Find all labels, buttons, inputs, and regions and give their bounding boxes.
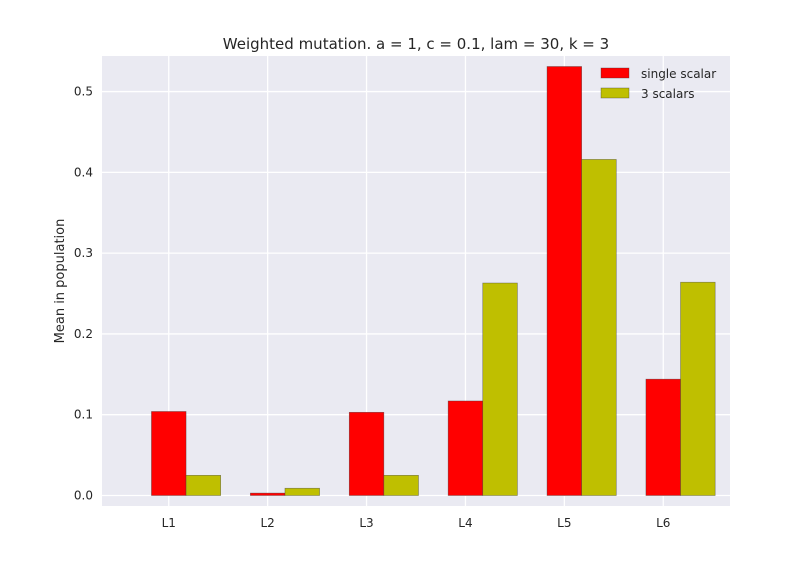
- plot-background: [102, 56, 730, 506]
- y-tick-labels: 0.0 0.1 0.2 0.3 0.4 0.5: [74, 85, 93, 503]
- legend-label-single-scalar: single scalar: [641, 67, 716, 81]
- x-tick-label-L1: L1: [162, 516, 176, 530]
- bar-3-scalars-L5: [581, 159, 617, 496]
- bar-single-scalar-L3: [348, 411, 385, 496]
- bar-3-scalars-L3: [383, 474, 419, 496]
- legend-swatch-single-scalar: [600, 67, 630, 79]
- legend: single scalar 3 scalars: [600, 67, 716, 101]
- x-tick-label-L2: L2: [260, 516, 274, 530]
- bar-3-scalars-L2: [284, 487, 320, 496]
- bar-3-scalars-L1: [185, 474, 221, 496]
- x-tick-label-L3: L3: [359, 516, 373, 530]
- bar-single-scalar-L6: [645, 378, 681, 496]
- chart-title: Weighted mutation. a = 1, c = 0.1, lam =…: [223, 35, 609, 53]
- bars: [151, 66, 716, 496]
- bar-3-scalars-L4: [482, 282, 518, 496]
- y-tick-label: 0.4: [74, 165, 93, 179]
- y-tick-label: 0.2: [74, 327, 93, 341]
- y-tick-label: 0.0: [74, 488, 93, 502]
- x-tick-label-L4: L4: [458, 516, 472, 530]
- bar-single-scalar-L2: [250, 492, 286, 496]
- x-tick-labels: L1 L2 L3 L4 L5 L6: [162, 516, 671, 530]
- y-tick-label: 0.3: [74, 246, 93, 260]
- x-tick-label-L5: L5: [557, 516, 571, 530]
- bar-3-scalars-L6: [680, 281, 716, 496]
- y-axis-label: Mean in population: [53, 219, 68, 344]
- legend-label-3-scalars: 3 scalars: [641, 87, 695, 101]
- legend-swatch-3-scalars: [600, 87, 630, 99]
- y-tick-label: 0.5: [74, 85, 93, 99]
- x-tick-label-L6: L6: [656, 516, 670, 530]
- bar-single-scalar-L1: [151, 411, 187, 496]
- bar-single-scalar-L4: [447, 400, 484, 496]
- bar-single-scalar-L5: [546, 66, 582, 496]
- y-tick-label: 0.1: [74, 408, 93, 422]
